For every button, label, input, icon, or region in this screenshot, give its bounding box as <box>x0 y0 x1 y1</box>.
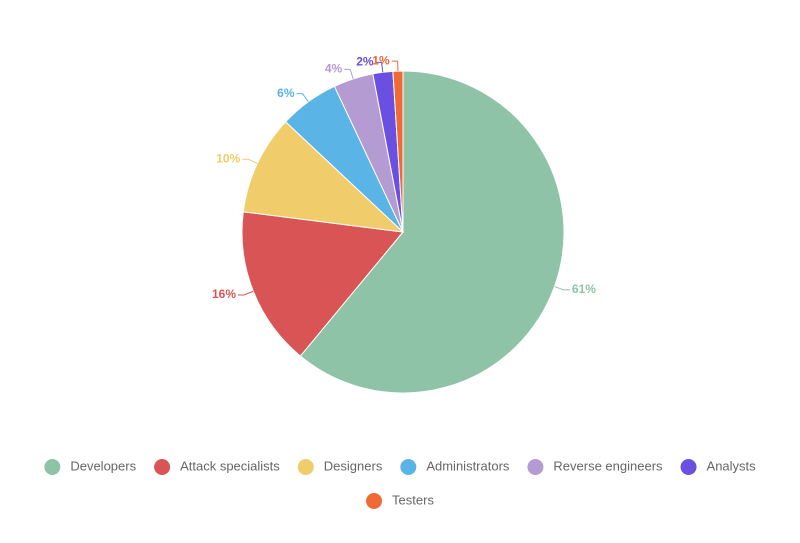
pie-slice <box>242 121 405 233</box>
leader-line <box>296 93 309 103</box>
leader-line <box>238 290 254 296</box>
value-label: 61% <box>572 282 596 296</box>
leader-line <box>554 286 570 291</box>
value-label: 2% <box>356 55 374 69</box>
legend-label: Designers <box>324 458 383 473</box>
pie-slice <box>241 211 404 357</box>
legend-item: Administrators <box>400 458 510 475</box>
value-label: 6% <box>277 86 295 100</box>
legend-item: Designers <box>297 458 383 475</box>
legend-swatch <box>297 459 314 475</box>
leader-line <box>391 60 399 72</box>
value-label: 16% <box>212 287 236 301</box>
value-label: 1% <box>372 53 390 67</box>
legend-swatch <box>44 459 61 475</box>
legend-item: Analysts <box>680 458 757 475</box>
value-label: 4% <box>325 62 343 76</box>
legend-label: Administrators <box>426 458 510 473</box>
value-label: 10% <box>216 151 240 165</box>
pie-slice <box>299 70 565 394</box>
pie-slice <box>392 70 404 233</box>
legend-swatch <box>154 459 171 475</box>
leader-line <box>344 68 354 80</box>
legend-label: Developers <box>70 458 136 473</box>
legend-item: Reverse engineers <box>527 458 663 475</box>
legend-swatch <box>527 459 544 475</box>
legend-label: Analysts <box>707 458 757 473</box>
legend-item: Attack specialists <box>154 458 280 475</box>
leader-line <box>375 61 384 73</box>
leader-line <box>242 158 258 164</box>
legend-label: Reverse engineers <box>553 458 663 473</box>
legend-swatch <box>400 459 417 475</box>
legend-item: Testers <box>366 492 434 509</box>
legend-label: Attack specialists <box>180 458 280 473</box>
legend-swatch <box>366 493 383 509</box>
legend-swatch <box>680 459 697 475</box>
legend-label: Testers <box>392 492 434 507</box>
legend-item: Developers <box>44 458 137 475</box>
